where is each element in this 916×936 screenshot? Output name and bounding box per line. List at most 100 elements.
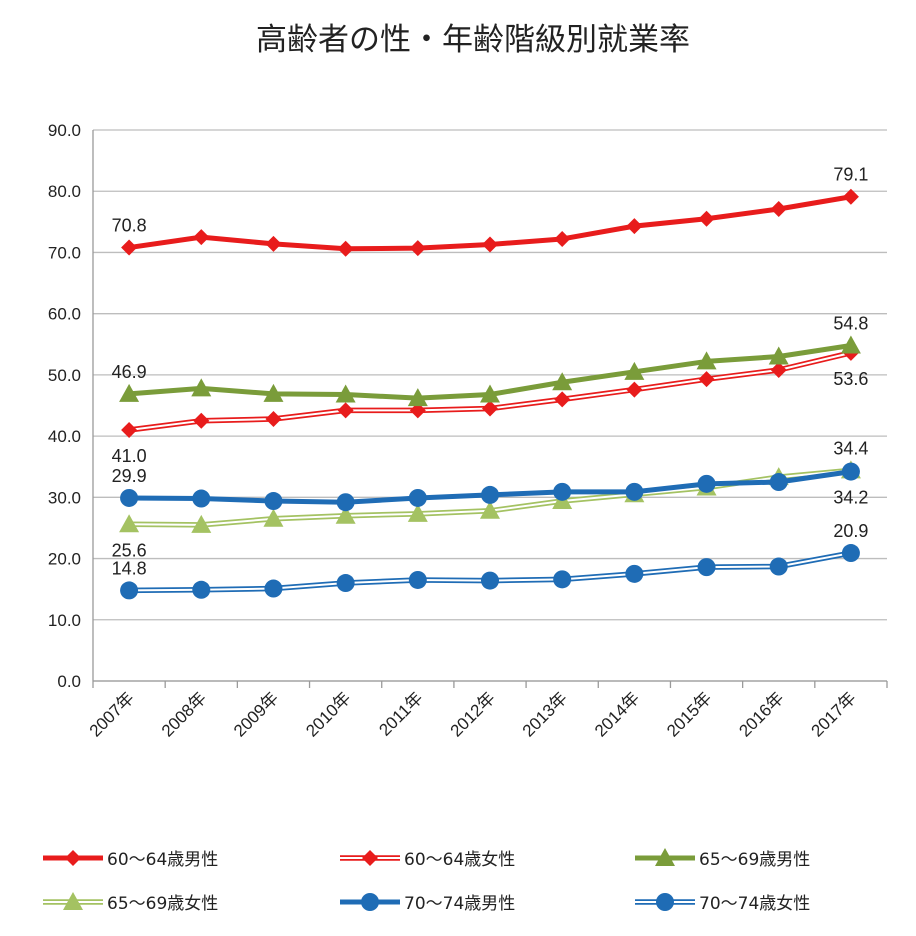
data-point — [626, 218, 643, 235]
y-tick-label: 30.0 — [48, 488, 81, 507]
data-point — [769, 557, 788, 576]
data-labels: 70.8 79.1 46.9 54.8 41.0 53.6 29.9 34.4 25.6 34.2… — [112, 165, 869, 579]
data-point — [337, 240, 354, 257]
data-point — [698, 371, 715, 388]
data-point — [408, 570, 427, 589]
legend-item-2: 60～64歳女性 — [340, 850, 515, 870]
data-label: 53.6 — [833, 369, 868, 389]
data-point — [335, 505, 356, 524]
y-tick-label: 90.0 — [48, 121, 81, 140]
y-axis-ticks: 0.0 10.0 20.0 30.0 40.0 50.0 60.0 70.0 80.0 90.0 — [48, 121, 81, 691]
data-point — [769, 473, 788, 492]
legend-label: 60～64歳女性 — [404, 850, 515, 870]
legend-label: 65～69歳男性 — [699, 850, 810, 870]
data-point — [120, 488, 139, 507]
data-label: 34.2 — [833, 488, 868, 508]
y-tick-label: 0.0 — [57, 672, 81, 691]
data-point — [697, 474, 716, 493]
data-point — [335, 384, 356, 403]
data-point — [193, 412, 210, 429]
data-point — [768, 346, 789, 365]
data-label: 14.8 — [112, 558, 147, 578]
data-point — [841, 544, 860, 563]
data-point — [264, 579, 283, 598]
data-point — [119, 383, 140, 402]
data-point — [119, 514, 140, 533]
chart-title: 高齢者の性・年齢階級別就業率 — [256, 22, 690, 58]
legend-marker — [65, 850, 81, 866]
data-point — [192, 489, 211, 508]
data-point — [696, 351, 717, 370]
data-label: 70.8 — [112, 216, 147, 236]
data-point — [481, 485, 499, 504]
data-point — [120, 581, 139, 600]
data-point — [480, 500, 500, 519]
legend-item-4: 65～69歳女性 — [43, 892, 218, 914]
legend-marker — [361, 893, 379, 911]
x-axis-ticks: 2007年 2008年 2009年 2010年 2011年 2012年 2013年 2014年… — [86, 688, 860, 740]
series-3 — [119, 335, 861, 407]
data-point — [626, 381, 643, 398]
legend-item-3: 65～69歳男性 — [635, 848, 810, 870]
x-tick-label: 2012年 — [447, 688, 499, 740]
legend-marker — [655, 848, 675, 866]
data-point — [263, 508, 284, 527]
data-point — [841, 462, 860, 481]
data-label: 54.8 — [833, 314, 868, 334]
data-point — [191, 378, 212, 397]
legend-label: 65～69歳女性 — [107, 894, 218, 914]
series-lines — [119, 188, 861, 600]
data-point — [770, 361, 787, 378]
data-point — [337, 402, 354, 419]
x-tick-label: 2016年 — [735, 688, 787, 740]
x-tick-label: 2013年 — [519, 688, 571, 740]
legend-item-5: 70～74歳男性 — [340, 893, 515, 914]
data-point — [407, 388, 428, 407]
series-5 — [120, 462, 860, 512]
data-point — [480, 384, 500, 403]
data-point — [624, 361, 645, 380]
data-point — [482, 400, 498, 417]
legend-label: 70～74歳女性 — [699, 894, 810, 914]
series-1 — [121, 188, 859, 257]
data-label: 20.9 — [833, 521, 868, 541]
data-label: 79.1 — [833, 165, 868, 185]
legend-marker — [656, 893, 674, 911]
data-point — [336, 493, 355, 512]
data-point — [265, 235, 282, 252]
data-point — [482, 236, 498, 253]
x-tick-label: 2014年 — [591, 688, 643, 740]
y-tick-label: 80.0 — [48, 182, 81, 201]
legend-item-6: 70～74歳女性 — [635, 893, 810, 914]
data-point — [191, 514, 212, 533]
data-label: 25.6 — [112, 540, 147, 560]
x-tick-label: 2015年 — [663, 688, 715, 740]
data-point — [408, 488, 427, 507]
data-point — [842, 188, 859, 205]
x-tick-label: 2011年 — [375, 688, 426, 739]
gridlines — [92, 129, 888, 688]
data-point — [552, 372, 573, 391]
data-point — [553, 482, 572, 501]
data-point — [265, 410, 282, 427]
data-point — [264, 492, 283, 511]
data-point — [697, 558, 716, 577]
data-point — [554, 391, 571, 408]
data-point — [192, 580, 211, 599]
data-label: 41.0 — [112, 446, 147, 466]
data-point — [770, 200, 787, 217]
data-point — [698, 210, 715, 227]
data-label: 34.4 — [833, 438, 868, 458]
data-point — [625, 564, 644, 583]
legend-marker — [63, 892, 83, 910]
data-point — [554, 230, 571, 247]
data-point — [121, 239, 138, 256]
data-point — [840, 335, 861, 354]
y-tick-label: 20.0 — [48, 550, 81, 569]
data-point — [121, 421, 138, 438]
data-point — [407, 503, 428, 522]
y-tick-label: 10.0 — [48, 611, 81, 630]
data-point — [481, 571, 499, 590]
legend-label: 60～64歳男性 — [107, 850, 218, 870]
